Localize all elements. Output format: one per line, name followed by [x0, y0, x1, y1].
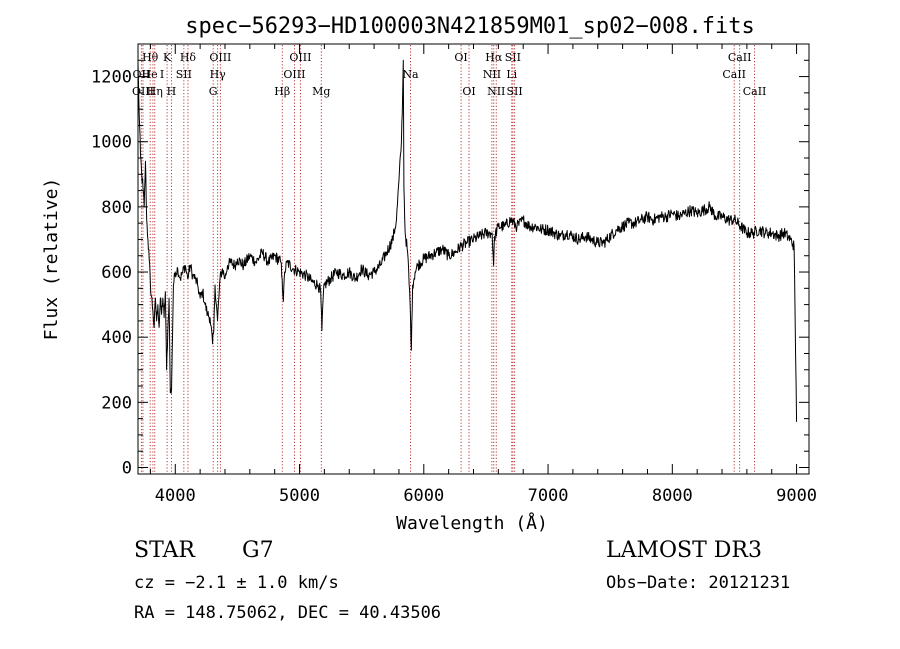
line-marker-label: OIII: [283, 68, 305, 81]
y-tick-label: 1200: [91, 68, 132, 88]
line-marker-label: SII: [176, 68, 192, 81]
line-marker-label: OI: [454, 51, 467, 64]
line-marker-label: OIII: [132, 85, 154, 98]
survey-label: LAMOST DR3: [606, 538, 762, 563]
line-marker-label: Hβ: [274, 85, 290, 98]
line-marker-label: OI: [462, 85, 475, 98]
object-class: STAR: [134, 538, 195, 563]
line-marker-label: SII: [507, 85, 523, 98]
line-marker-label: OIII: [209, 51, 231, 64]
line-marker-label: Na: [402, 68, 419, 81]
observation-date: Obs−Date: 20121231: [606, 573, 791, 593]
spectrum-series: [137, 59, 798, 422]
line-marker-label: CaII: [728, 51, 752, 64]
y-tick-label: 400: [101, 328, 132, 348]
line-marker-label: OIII: [289, 51, 311, 64]
line-marker-label: G: [209, 85, 218, 98]
x-tick-label: 7000: [528, 486, 569, 506]
axes: 4000 5000 6000 7000 8000 9000 0 200 400 600 800 100…: [91, 44, 817, 506]
y-tick-label: 800: [101, 198, 132, 218]
y-axis-label: Flux (relative): [41, 178, 62, 341]
y-tick-label: 0: [122, 458, 132, 478]
y-tick-label: 200: [101, 393, 132, 413]
x-tick-label: 4000: [155, 486, 196, 506]
line-marker-label: Hδ: [180, 51, 197, 64]
line-marker-label: Hα: [485, 51, 503, 64]
line-marker-label: K: [163, 51, 172, 64]
line-marker-label: He I: [142, 68, 165, 81]
x-tick-label: 8000: [652, 486, 693, 506]
line-marker-label: Mg: [312, 85, 330, 98]
line-marker-label: CaII: [722, 68, 746, 81]
x-tick-label: 9000: [776, 486, 817, 506]
line-marker-label: Hθ: [142, 51, 159, 64]
x-axis-label: Wavelength (Å): [396, 512, 548, 534]
y-tick-label: 1000: [91, 133, 132, 153]
line-marker-label: Li: [506, 68, 517, 81]
line-marker-label: H: [167, 85, 177, 98]
line-marker-label: Hγ: [210, 68, 227, 81]
line-marker-label: NII: [487, 85, 505, 98]
line-marker-label: Hη: [147, 85, 163, 98]
line-marker-label: CaII: [743, 85, 767, 98]
chart-title: spec−56293−HD100003N421859M01_sp02−008.f…: [185, 14, 755, 39]
plot-frame: [137, 43, 810, 475]
redshift-text: cz = −2.1 ± 1.0 km/s: [134, 573, 339, 593]
line-marker-label: OII: [132, 68, 150, 81]
x-tick-label: 6000: [403, 486, 444, 506]
y-tick-label: 600: [101, 263, 132, 283]
line-marker-label: NII: [483, 68, 501, 81]
x-tick-label: 5000: [279, 486, 320, 506]
coordinates-text: RA = 148.75062, DEC = 40.43506: [134, 603, 442, 623]
object-subclass: G7: [242, 538, 274, 563]
spectrum-line: [137, 59, 798, 422]
line-marker-label: SII: [505, 51, 521, 64]
spectral-line-markers: Hθ OII OIII He I Hη K SII H Hδ OIII Hγ G Hβ OIII OIII M…: [132, 45, 766, 473]
